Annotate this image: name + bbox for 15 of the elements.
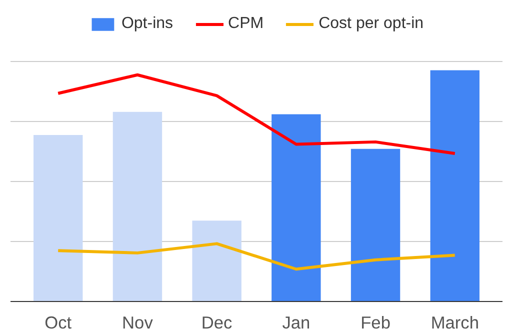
x-tick-label: March <box>430 312 479 332</box>
bar <box>272 114 321 302</box>
x-tick-label: Nov <box>122 312 154 332</box>
x-tick-label: Jan <box>282 312 310 332</box>
bar <box>34 135 83 302</box>
x-tick-label: Dec <box>201 312 233 332</box>
legend-label: Opt-ins <box>121 15 174 33</box>
bar <box>112 112 162 302</box>
x-tick-label: Feb <box>360 312 390 332</box>
legend-label: CPM <box>228 15 264 33</box>
x-tick-label: Oct <box>44 312 72 332</box>
bar <box>430 70 480 302</box>
legend-label: Cost per opt-in <box>318 15 424 33</box>
bar <box>350 148 400 302</box>
bar <box>192 220 242 302</box>
